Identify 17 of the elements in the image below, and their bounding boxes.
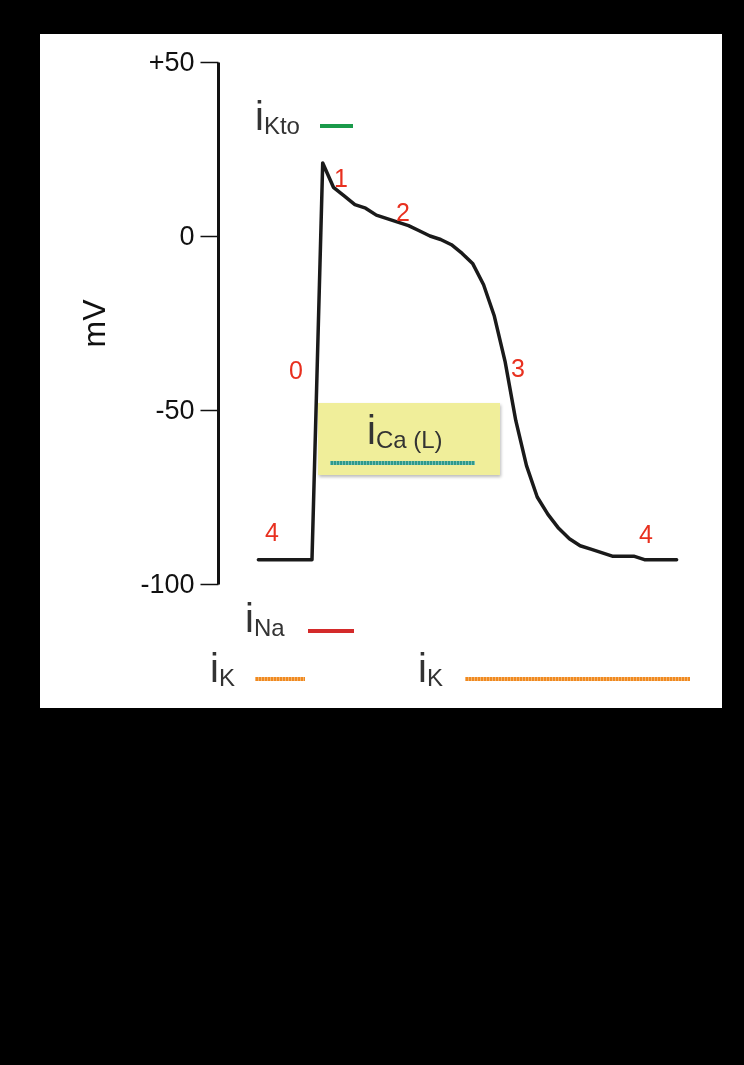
annotation: i$_{Ca (L)}$	[367, 408, 443, 453]
line-series	[256, 161, 679, 562]
annotation: 0	[289, 355, 303, 384]
annotation: i$_{Kto}$	[255, 94, 300, 139]
annotation: 1	[334, 163, 348, 192]
annotation: 4	[639, 519, 653, 548]
text: i$_{K}$	[210, 646, 235, 691]
y-tick-label: -100	[140, 568, 195, 599]
annotation: 2	[396, 197, 410, 226]
text: i$_{Na}$	[245, 596, 285, 641]
y-tick-label: -50	[155, 394, 195, 425]
annotation: 4	[265, 517, 279, 546]
y-tick-label: 0	[179, 220, 195, 251]
y-tick-label: +50	[148, 46, 195, 77]
y-axis-title: mV	[76, 298, 113, 348]
text: i$_{K}$	[418, 646, 443, 691]
annotation: 3	[511, 353, 525, 382]
